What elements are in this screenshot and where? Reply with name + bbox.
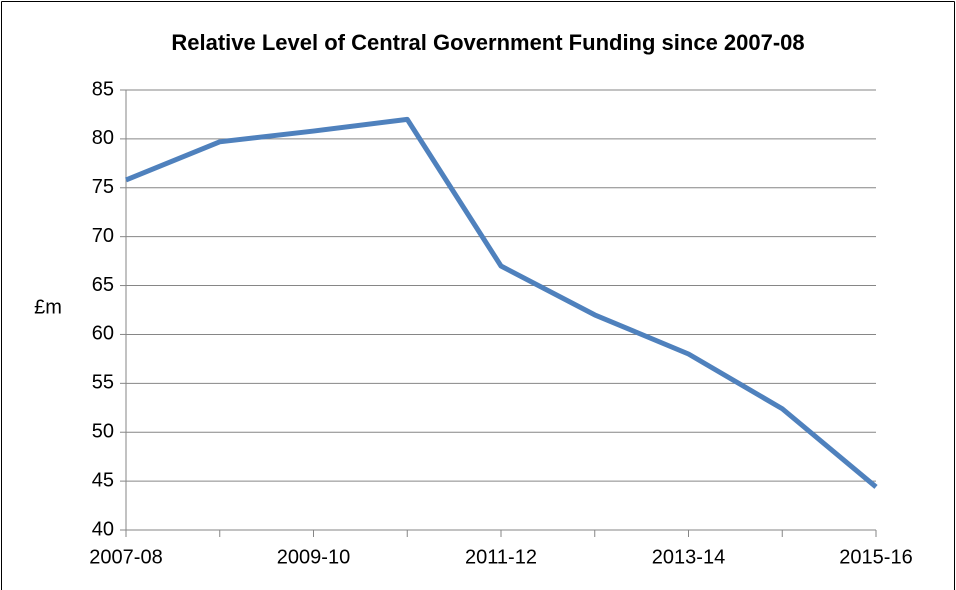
data-line bbox=[125, 116, 878, 489]
y-tick-label: 80 bbox=[92, 127, 114, 149]
y-tick-label: 40 bbox=[92, 518, 114, 540]
y-axis-label: £m bbox=[34, 296, 62, 318]
y-tick-label: 65 bbox=[92, 274, 114, 296]
x-tick-label: 2011-12 bbox=[465, 546, 537, 568]
y-tick-label: 50 bbox=[92, 421, 114, 443]
y-tick-label: 60 bbox=[92, 323, 114, 345]
y-tick-label: 85 bbox=[92, 78, 114, 100]
y-tick-label: 70 bbox=[92, 225, 114, 247]
x-tick-label: 2009-10 bbox=[277, 546, 350, 568]
chart-title: Relative Level of Central Government Fun… bbox=[171, 30, 804, 55]
x-tick-label: 2007-08 bbox=[89, 546, 162, 568]
y-tick-label: 45 bbox=[92, 469, 114, 491]
y-tick-label: 75 bbox=[92, 176, 114, 198]
y-tick-label: 55 bbox=[92, 372, 114, 394]
x-tick-label: 2013-14 bbox=[652, 546, 725, 568]
x-tick-label: 2015-16 bbox=[839, 546, 912, 568]
